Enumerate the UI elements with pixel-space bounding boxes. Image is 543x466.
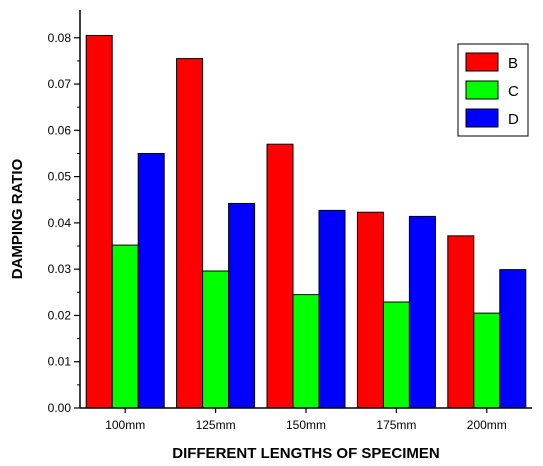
bar-d-175mm [408,215,436,409]
x-tick-label: 150mm [286,418,326,432]
y-axis-title: DAMPING RATIO [9,158,26,279]
bar-c-200mm [473,312,501,409]
y-tick-label: 0.01 [48,355,72,369]
legend: BCD [457,43,529,137]
x-tick-label: 200mm [467,418,507,432]
legend-label-d: D [508,111,519,128]
y-tick-label: 0.06 [48,123,72,137]
bars-layer [85,34,527,409]
y-tick-label: 0.02 [48,308,72,322]
bar-b-175mm [356,211,384,409]
y-tick-label: 0.08 [48,31,72,45]
y-tick-label: 0.05 [48,170,72,184]
y-tick-label: 0.07 [48,77,72,91]
bar-d-125mm [228,202,256,409]
bar-d-200mm [499,269,527,409]
legend-swatch-d [465,108,499,128]
x-axis-title: DIFFERENT LENGTHS OF SPECIMEN [172,445,440,462]
x-ticks: 100mm 125mm 150mm 175mm 200mm [105,408,507,432]
legend-label-c: C [508,83,519,100]
legend-swatch-c [465,80,499,100]
y-tick-label: 0.03 [48,262,72,276]
bar-c-175mm [382,301,410,409]
x-tick-label: 125mm [196,418,236,432]
bar-d-100mm [137,152,165,409]
bar-b-100mm [85,34,113,409]
bar-b-125mm [176,58,204,409]
legend-label-b: B [508,55,518,72]
bar-c-100mm [111,244,139,409]
bar-d-150mm [318,209,346,409]
x-tick-label: 175mm [376,418,416,432]
y-tick-label: 0.00 [48,401,72,415]
bar-b-150mm [266,143,294,409]
y-tick-label: 0.04 [48,216,72,230]
bar-c-125mm [202,270,230,409]
bar-b-200mm [447,235,475,409]
legend-swatch-b [465,52,499,72]
bar-c-150mm [292,294,320,409]
y-ticks: 0.00 0.01 0.02 0.03 0.04 0.05 0.06 0.07 0.08 [48,31,80,415]
x-tick-label: 100mm [105,418,145,432]
